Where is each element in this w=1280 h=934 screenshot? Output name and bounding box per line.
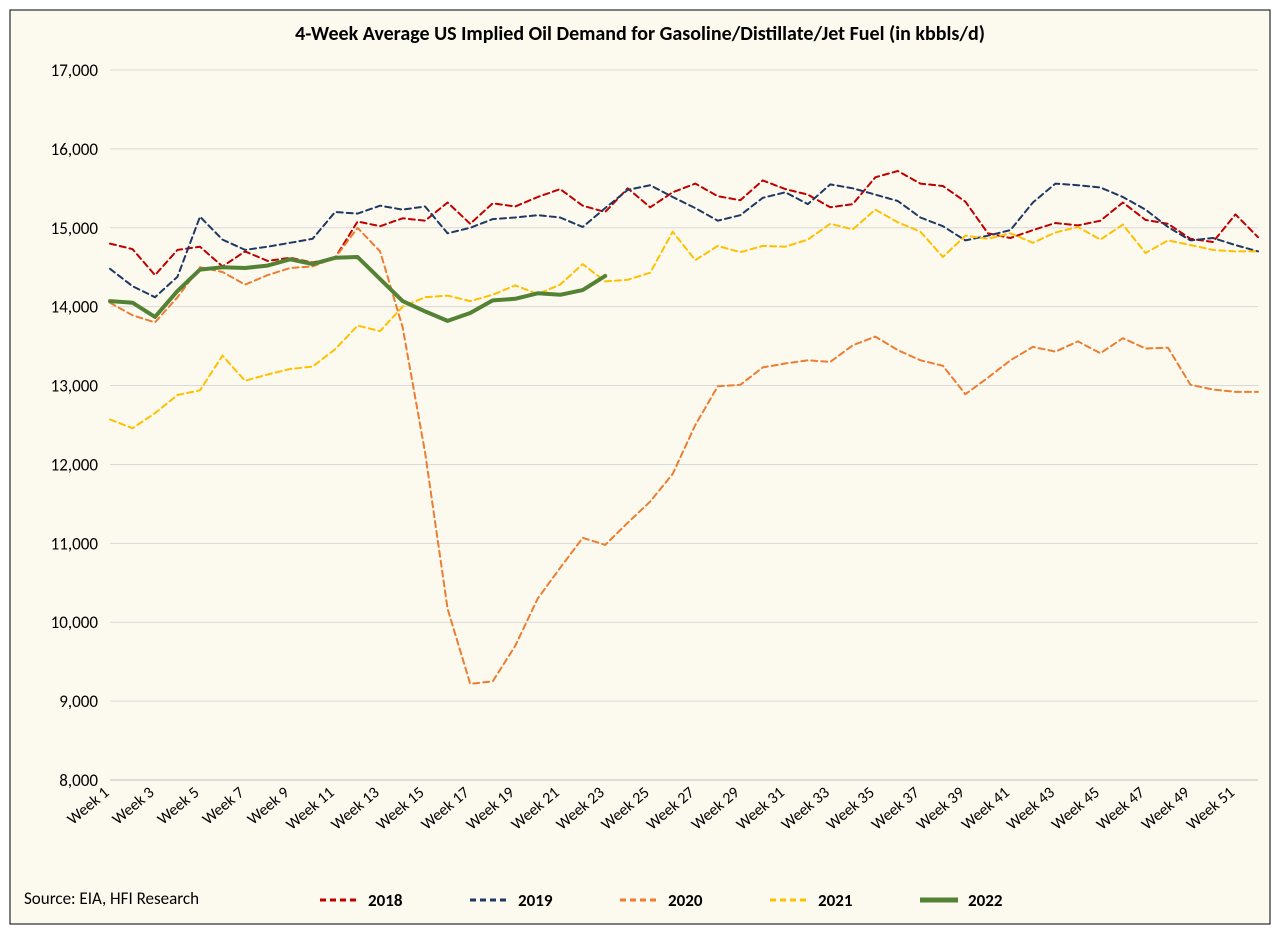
legend-label-2019: 2019 [518, 890, 553, 911]
line-chart: 4-Week Average US Implied Oil Demand for… [0, 0, 1280, 934]
y-tick-label: 12,000 [51, 454, 99, 475]
legend-label-2021: 2021 [818, 890, 852, 911]
y-tick-label: 9,000 [59, 691, 98, 712]
y-tick-label: 17,000 [51, 60, 99, 81]
y-tick-label: 16,000 [51, 139, 99, 160]
y-tick-label: 14,000 [51, 297, 99, 318]
legend-label-2018: 2018 [368, 890, 403, 911]
chart-container: 4-Week Average US Implied Oil Demand for… [0, 0, 1280, 934]
y-tick-label: 13,000 [51, 376, 99, 397]
y-tick-label: 15,000 [51, 218, 99, 239]
chart-title: 4-Week Average US Implied Oil Demand for… [295, 22, 985, 46]
y-tick-label: 8,000 [59, 770, 98, 791]
legend-label-2020: 2020 [668, 890, 703, 911]
source-label: Source: EIA, HFI Research [24, 888, 199, 909]
legend-label-2022: 2022 [968, 890, 1003, 911]
y-tick-label: 11,000 [51, 533, 99, 554]
y-tick-label: 10,000 [51, 612, 99, 633]
